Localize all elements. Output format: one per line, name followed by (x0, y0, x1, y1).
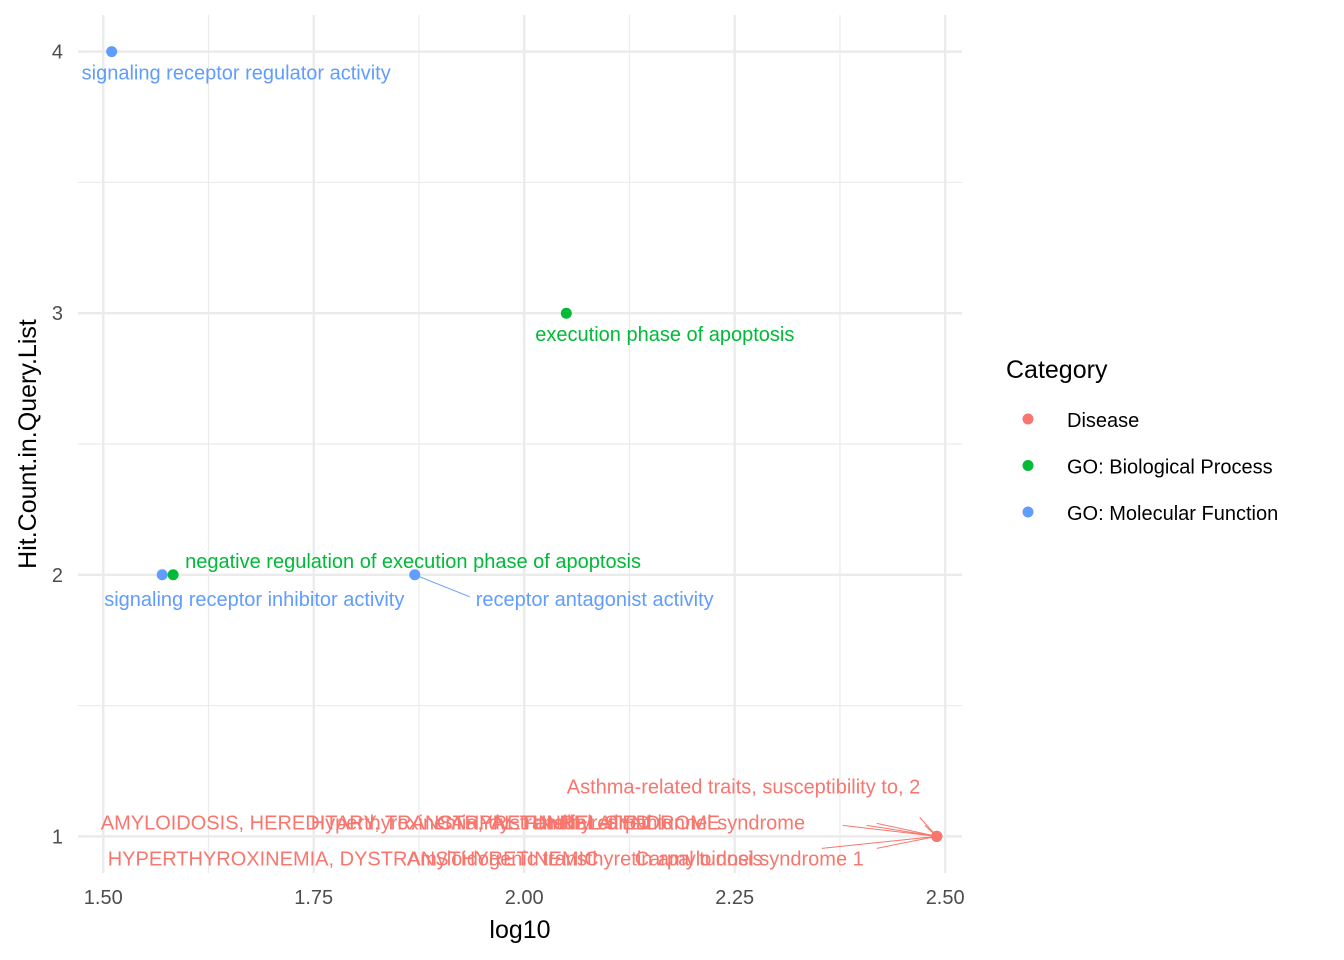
plot-panel (78, 15, 962, 873)
point-label: AMYLOIDOSIS, HEREDITARY, TRANSTHYRETIN-R… (101, 812, 650, 834)
point-label: signaling receptor inhibitor activity (104, 589, 404, 611)
label-connector (876, 835, 937, 849)
y-axis-title: Hit.Count.in.Query.List (14, 319, 42, 569)
point-label: negative regulation of execution phase o… (185, 551, 641, 573)
point-label: receptor antagonist activity (476, 589, 714, 611)
y-tick-label: 1 (52, 826, 63, 848)
point-label: CARPAL TUNNEL SYNDROME (437, 812, 720, 834)
y-tick-label: 3 (52, 303, 63, 325)
point-label: execution phase of apoptosis (535, 324, 794, 346)
x-tick-label: 1.75 (294, 887, 333, 909)
point-label: Asthma-related traits, susceptibility to… (567, 776, 920, 798)
legend-key (1022, 413, 1034, 425)
legend-label: GO: Biological Process (1067, 457, 1273, 479)
x-tick-label: 2.00 (505, 887, 544, 909)
data-point (106, 46, 118, 58)
label-connector (414, 574, 470, 598)
axes: 1.50 1.75 2.00 2.25 2.50 1 2 3 4 log10 Hit.Count.i… (14, 42, 965, 944)
point-labels: signaling receptor regulator activity exe… (82, 63, 938, 870)
point-label: HYPERTHYROXINEMIA, DYSTRANSTHYRETINEMIC (108, 848, 599, 870)
data-point (931, 830, 943, 842)
label-connector (821, 835, 937, 849)
point-label: signaling receptor regulator activity (82, 63, 391, 85)
point-label: Familial carpal tunnel syndrome (523, 812, 805, 834)
label-connector (866, 824, 937, 837)
point-label: Carpal tunnel syndrome 1 (635, 848, 864, 870)
legend-label: GO: Molecular Function (1067, 503, 1278, 525)
data-point (409, 569, 421, 581)
y-tick-label: 2 (52, 565, 63, 587)
legend-key (1022, 460, 1034, 471)
label-connector (876, 822, 937, 837)
point-label: Hyperthyroxinemia, dystransthyretinemic (311, 812, 672, 834)
data-point (560, 307, 572, 319)
x-tick-label: 2.50 (926, 887, 965, 909)
label-connector (842, 824, 937, 837)
data-point (156, 569, 168, 581)
x-tick-label: 2.25 (715, 887, 754, 909)
legend-key (1022, 506, 1034, 518)
data-points (106, 46, 943, 842)
x-axis-title: log10 (489, 916, 550, 944)
data-point (167, 569, 179, 581)
y-tick-label: 4 (52, 42, 63, 64)
point-label: Amyloidogenic transthyretin amyloidosis (407, 848, 763, 870)
x-tick-label: 1.50 (84, 887, 123, 909)
legend-title: Category (1006, 356, 1108, 384)
legend: Category Disease GO: Biological Process GO:… (1006, 356, 1278, 525)
legend-label: Disease (1067, 410, 1139, 432)
